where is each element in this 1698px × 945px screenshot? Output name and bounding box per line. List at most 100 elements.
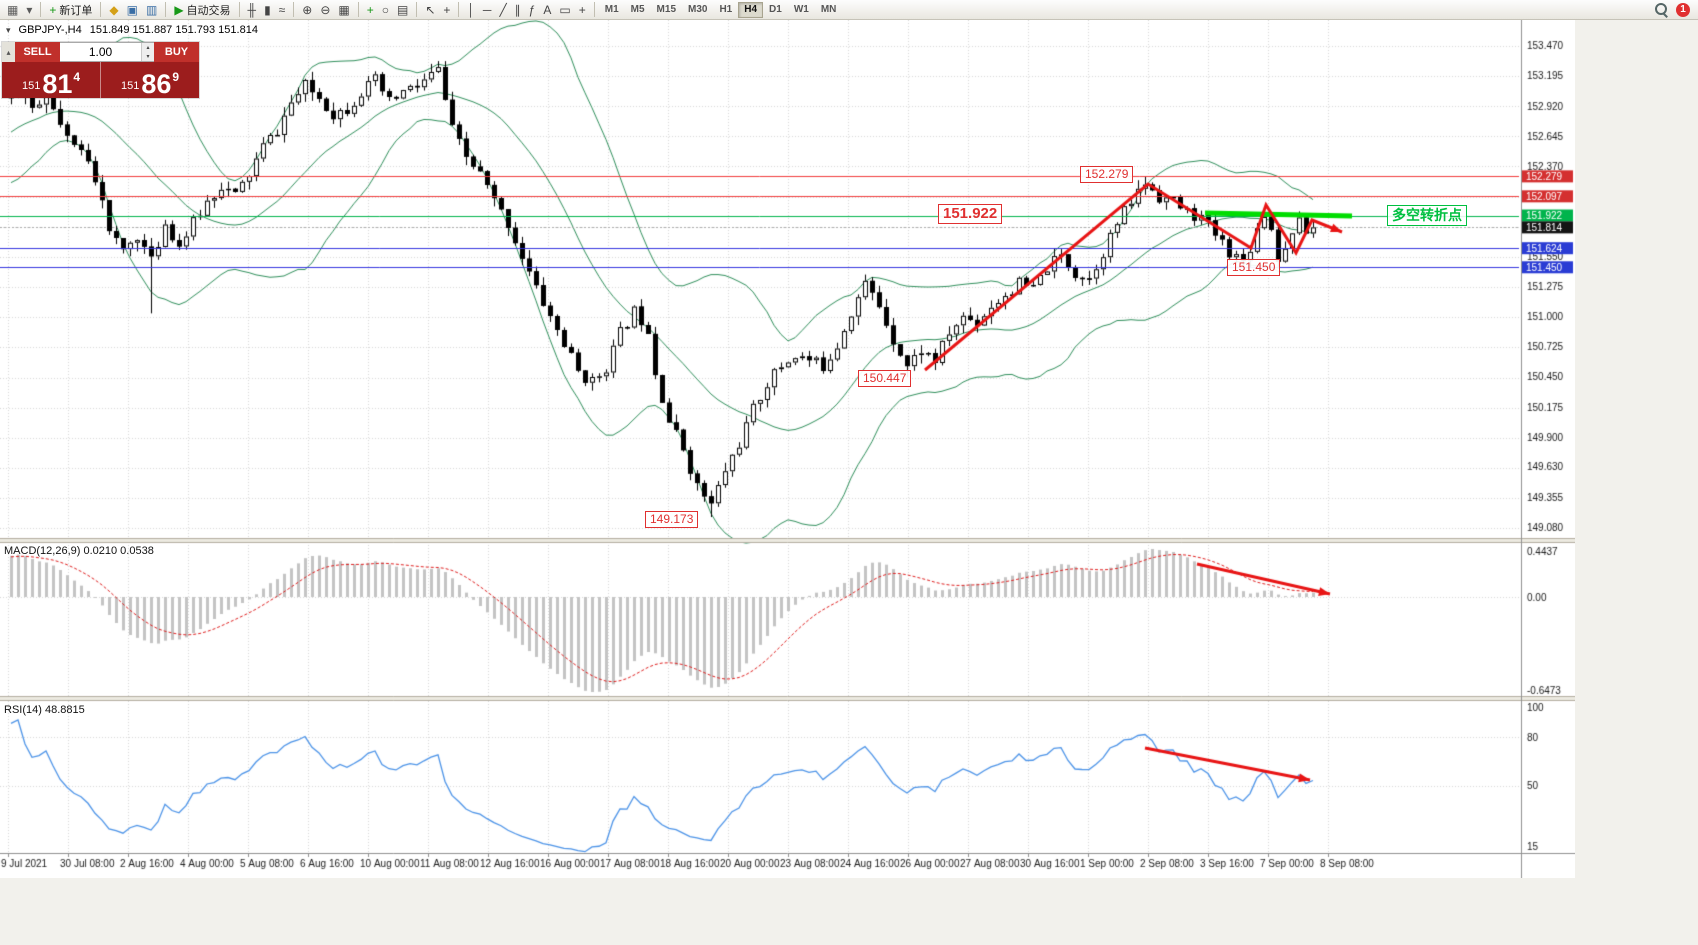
- notification-badge[interactable]: 1: [1676, 2, 1690, 17]
- vertical-line-icon: │: [467, 2, 475, 17]
- market-watch-button[interactable]: ▥: [142, 1, 161, 19]
- chart-window-icon: ▦: [7, 2, 19, 17]
- tile-windows-button[interactable]: ▦: [334, 1, 353, 19]
- line-chart-type-button[interactable]: ≈: [275, 1, 290, 19]
- timeframe-m1-button[interactable]: M1: [599, 2, 625, 18]
- trade-panel-top-row: ▴ SELL ▴ ▾ BUY: [2, 42, 199, 62]
- vertical-line-button[interactable]: │: [463, 1, 479, 19]
- timeframe-h1-button[interactable]: H1: [713, 2, 738, 18]
- trendline-button[interactable]: ╱: [495, 1, 510, 19]
- autotrading-button[interactable]: ▶ 自动交易: [170, 1, 234, 19]
- profiles-icon: ○: [381, 2, 389, 17]
- buy-button[interactable]: BUY: [154, 42, 199, 62]
- sell-button[interactable]: SELL: [15, 42, 60, 62]
- chart-window-button[interactable]: ▦: [3, 1, 22, 19]
- price-annotation-swing-low[interactable]: 150.447: [858, 370, 912, 387]
- volume-increase-button[interactable]: ▴: [142, 43, 154, 52]
- tile-windows-icon: ▦: [338, 2, 350, 17]
- fibonacci-icon: ƒ: [528, 2, 536, 17]
- timeframe-mn-button[interactable]: MN: [815, 2, 843, 18]
- timeframe-toolbar: M1 M5 M15 M30 H1 H4 D1 W1 MN: [599, 1, 843, 18]
- charts-grid-button[interactable]: ▣: [123, 1, 142, 19]
- price-annotation-pivot[interactable]: 151.922: [938, 204, 1003, 224]
- search-icon[interactable]: [1655, 3, 1668, 16]
- turning-point-label[interactable]: 多空转折点: [1387, 205, 1467, 226]
- toolbar-separator: [165, 2, 167, 17]
- price-chart-canvas[interactable]: [0, 20, 1575, 878]
- toolbar-separator: [416, 2, 418, 17]
- ask-price-main: 151: [120, 80, 140, 92]
- one-click-trading-panel: ▴ SELL ▴ ▾ BUY 151 81 4: [2, 42, 199, 98]
- price-annotation-major-low[interactable]: 149.173: [645, 511, 699, 528]
- volume-field: ▴ ▾: [60, 42, 154, 62]
- crosshair-icon: +: [443, 2, 451, 17]
- trade-panel-collapse-button[interactable]: ▴: [2, 42, 15, 62]
- new-order-icon-label: 新订单: [59, 4, 93, 17]
- toolbar-separator: [458, 2, 460, 17]
- charts-grid-icon: ▣: [126, 2, 138, 17]
- bid-ask-divider: [100, 62, 101, 98]
- shapes-icon: +: [578, 2, 586, 17]
- trendline-icon: ╱: [499, 2, 507, 17]
- fibonacci-button[interactable]: ƒ: [525, 1, 540, 19]
- bar-chart-type-button[interactable]: ╫: [244, 1, 261, 19]
- ask-price-big: 86: [141, 69, 172, 100]
- rsi-indicator-label: RSI(14) 48.8815: [4, 704, 85, 716]
- text-tool-icon: A: [543, 2, 552, 17]
- toolbar: ▦ ▾ + 新订单 ◆ ▣ ▥ ▶ 自动交易 ╫ ▮ ≈ ⊕ ⊖ ▦ + ○ ▤ ↖ + │ ─ ╱ ∥ ƒ A ▭ + M1 M5 M1…: [0, 0, 1698, 20]
- chart-window-dropdown-button[interactable]: ▾: [22, 1, 36, 19]
- zoom-in-icon: ⊕: [302, 2, 313, 17]
- new-chart-button[interactable]: +: [363, 1, 378, 19]
- autotrading-icon-label: 自动交易: [186, 4, 231, 17]
- volume-input[interactable]: [60, 43, 141, 61]
- cursor-button[interactable]: ↖: [421, 1, 439, 19]
- symbol-collapse-icon[interactable]: ▾: [6, 24, 11, 35]
- chart-window-dropdown-icon: ▾: [26, 2, 33, 17]
- zoom-out-icon: ⊖: [320, 2, 331, 17]
- price-annotation-resistance[interactable]: 152.279: [1080, 166, 1134, 183]
- templates-button[interactable]: ▤: [393, 1, 412, 19]
- mql5-community-button[interactable]: ◆: [105, 1, 122, 19]
- timeframe-d1-button[interactable]: D1: [763, 2, 788, 18]
- new-chart-icon: +: [366, 2, 374, 17]
- zoom-out-button[interactable]: ⊖: [316, 1, 334, 19]
- timeframe-h4-button[interactable]: H4: [738, 1, 764, 18]
- volume-decrease-button[interactable]: ▾: [142, 52, 154, 61]
- ask-price[interactable]: 151 86 9: [101, 62, 199, 98]
- market-watch-icon: ▥: [145, 2, 158, 17]
- toolbar-separator: [40, 2, 42, 17]
- text-tool-button[interactable]: A: [539, 1, 555, 19]
- zoom-in-button[interactable]: ⊕: [298, 1, 316, 19]
- new-order-button[interactable]: + 新订单: [45, 1, 96, 19]
- bid-price[interactable]: 151 81 4: [2, 62, 100, 98]
- channel-icon: ∥: [514, 2, 521, 17]
- channel-button[interactable]: ∥: [511, 1, 525, 19]
- toolbar-separator: [593, 2, 595, 17]
- shapes-button[interactable]: +: [575, 1, 590, 19]
- symbol-info: ▾ GBPJPY-,H4 151.849 151.887 151.793 151…: [6, 24, 258, 36]
- volume-stepper: ▴ ▾: [141, 43, 154, 61]
- new-order-icon: +: [49, 2, 57, 17]
- toolbar-separator: [357, 2, 359, 17]
- toolbar-separator: [238, 2, 240, 17]
- profiles-button[interactable]: ○: [378, 1, 393, 19]
- label-tool-button[interactable]: ▭: [555, 1, 574, 19]
- mql5-community-icon: ◆: [109, 2, 119, 17]
- timeframe-w1-button[interactable]: W1: [788, 2, 815, 18]
- line-chart-type-icon: ≈: [278, 2, 286, 17]
- price-annotation-support[interactable]: 151.450: [1227, 259, 1281, 276]
- crosshair-button[interactable]: +: [439, 1, 454, 19]
- bid-price-pip: 4: [73, 70, 81, 84]
- timeframe-m30-button[interactable]: M30: [682, 2, 713, 18]
- timeframe-m5-button[interactable]: M5: [625, 2, 651, 18]
- toolbar-separator: [293, 2, 295, 17]
- cursor-icon: ↖: [425, 2, 436, 17]
- timeframe-m15-button[interactable]: M15: [651, 2, 682, 18]
- candlestick-chart-type-icon: ▮: [264, 2, 271, 17]
- toolbar-icon-groups: ▦ ▾ + 新订单 ◆ ▣ ▥ ▶ 自动交易 ╫ ▮ ≈ ⊕ ⊖ ▦ + ○ ▤ ↖ + │ ─ ╱ ∥ ƒ A ▭ +: [3, 1, 590, 19]
- candlestick-chart-type-button[interactable]: ▮: [260, 1, 275, 19]
- ask-price-pip: 9: [172, 70, 180, 84]
- horizontal-line-button[interactable]: ─: [479, 1, 496, 19]
- symbol-ohlc-values: 151.849 151.887 151.793 151.814: [89, 24, 258, 36]
